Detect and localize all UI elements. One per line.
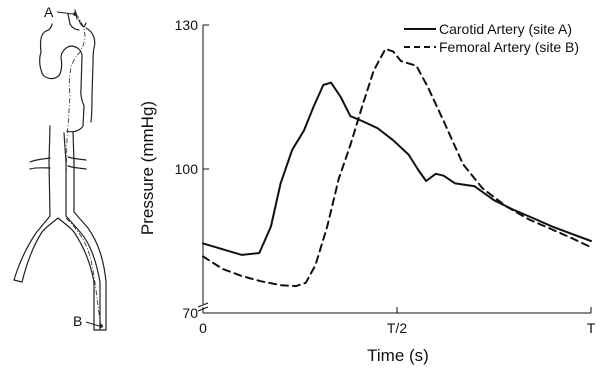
series-layer [202,48,592,288]
y-ticks: 70 100 130 [175,17,209,321]
y-tick-label: 130 [175,17,199,33]
legend-label-femoral: Femoral Artery (site B) [439,39,579,55]
x-tick-label: 0 [199,320,207,336]
arterial-tree-diagram: A B [13,4,107,331]
carotid-series-line [202,81,592,256]
femoral-series-line [202,48,592,288]
site-a-label: A [44,4,54,20]
abdominal-aorta-walls [13,125,107,331]
aortic-arch-outline [39,23,85,107]
x-tick-label: T [587,320,596,336]
x-ticks: 0 T/2 T [199,307,596,336]
right-iliac-inner [57,217,101,331]
legend-label-carotid: Carotid Artery (site A) [439,21,572,37]
left-iliac-artery [13,217,59,283]
y-tick-label: 70 [182,305,198,321]
x-axis-label: Time (s) [367,346,429,365]
site-a-pointer [56,11,74,15]
site-a-marker [73,12,77,16]
site-b-pointer [85,321,100,327]
legend: Carotid Artery (site A) Femoral Artery (… [404,21,579,55]
y-tick-label: 100 [175,161,199,177]
axes [197,25,591,314]
site-b-label: B [73,313,82,329]
site-b-marker [99,324,103,328]
pressure-path-centerline [65,13,102,327]
thoracic-aorta-left-wall [66,105,85,133]
y-axis-label: Pressure (mmHg) [138,101,157,235]
renal-branches [29,156,87,170]
x-tick-label: T/2 [387,320,407,336]
aorta-right-wall [78,19,96,123]
